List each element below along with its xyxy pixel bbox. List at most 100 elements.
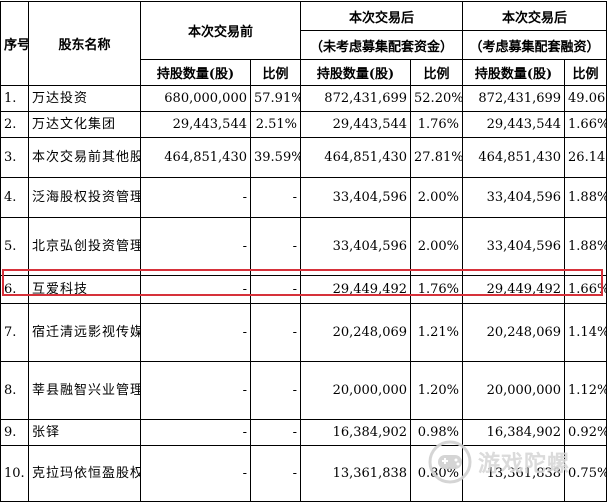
row-after1-ratio: 0.98% — [410, 419, 464, 446]
row-seq: 10. — [0, 445, 29, 502]
row-after1-ratio: 52.20% — [410, 85, 464, 112]
header-after2-sub: （考虑募集配套融资） — [462, 30, 608, 60]
row-after1-shares: 16,384,902 — [300, 419, 412, 446]
header-seq: 序号 — [0, 1, 29, 86]
table-row: 3. 本次交易前其他股东 464,851,430 39.59% 464,851,… — [0, 137, 608, 178]
row-name: 北京弘创投资管理中心（有限合伙） — [28, 217, 141, 276]
header-after2-shares: 持股数量(股) — [462, 59, 566, 86]
row-after2-shares: 464,851,430 — [462, 137, 566, 178]
row-before-shares: - — [140, 275, 251, 304]
row-before-ratio: 2.51% — [249, 111, 302, 138]
row-after2-shares: 33,404,596 — [462, 217, 566, 276]
row-after1-ratio: 1.21% — [410, 303, 464, 362]
row-before-ratio: - — [249, 177, 302, 218]
table-row: 4. 泛海股权投资管理有限公司 - - 33,404,596 2.00% 33,… — [0, 177, 608, 218]
row-name: 张铎 — [28, 419, 141, 446]
row-after2-shares: 16,384,902 — [462, 419, 566, 446]
table-row-highlighted: 6. 互爱科技 - - 29,449,492 1.76% 29,449,492 … — [0, 275, 608, 304]
row-after2-ratio: 49.06% — [564, 85, 608, 112]
watermark-text: 游戏陀螺 — [478, 452, 571, 477]
row-name: 克拉玛依恒盈股权投资有限合伙企业 — [28, 445, 141, 502]
row-before-ratio: - — [249, 303, 302, 362]
row-seq: 3. — [0, 137, 29, 178]
row-seq: 8. — [0, 361, 29, 420]
row-after2-shares: 20,000,000 — [462, 361, 566, 420]
row-before-ratio: - — [249, 217, 302, 276]
row-after2-ratio: 1.66% — [564, 111, 608, 138]
header-after1-ratio: 比例 — [410, 59, 464, 86]
row-after2-ratio: 1.66% — [564, 275, 608, 304]
row-name: 本次交易前其他股东 — [28, 137, 141, 178]
row-seq: 9. — [0, 419, 29, 446]
table-row: 5. 北京弘创投资管理中心（有限合伙） - - 33,404,596 2.00%… — [0, 217, 608, 276]
header-after1-sub: （未考虑募集配套资金） — [300, 30, 464, 60]
row-before-shares: 680,000,000 — [140, 85, 251, 112]
row-before-ratio: - — [249, 361, 302, 420]
row-seq: 4. — [0, 177, 29, 218]
header-before: 本次交易前 — [139, 1, 302, 60]
gamepad-logo-icon — [428, 440, 472, 484]
row-seq: 6. — [0, 275, 29, 304]
row-name: 万达文化集团 — [28, 111, 141, 138]
table-row: 8. 莘县融智兴业管理咨询中心（有限合伙） - - 20,000,000 1.2… — [0, 361, 608, 420]
row-after2-shares: 33,404,596 — [462, 177, 566, 218]
row-name: 宿迁清远影视传媒合伙企业（有限合伙） — [28, 303, 141, 362]
row-after1-shares: 33,404,596 — [300, 217, 412, 276]
header-after1-shares: 持股数量(股) — [300, 59, 412, 86]
header-after2-ratio: 比例 — [564, 59, 608, 86]
row-after2-ratio: 1.12% — [564, 361, 608, 420]
row-after1-ratio: 2.00% — [410, 217, 464, 276]
row-after1-shares: 29,449,492 — [300, 275, 412, 304]
row-seq: 1. — [0, 85, 29, 112]
row-seq: 7. — [0, 303, 29, 362]
row-after1-ratio: 2.00% — [410, 177, 464, 218]
row-after1-shares: 13,361,838 — [300, 445, 412, 502]
row-before-ratio: - — [249, 275, 302, 304]
row-after1-shares: 20,000,000 — [300, 361, 412, 420]
row-name: 万达投资 — [28, 85, 141, 112]
row-before-shares: - — [140, 361, 251, 420]
row-after1-shares: 872,431,699 — [300, 85, 412, 112]
row-before-shares: - — [140, 419, 251, 446]
row-before-shares: - — [140, 177, 251, 218]
row-after1-ratio: 1.76% — [410, 111, 464, 138]
row-before-shares: - — [140, 445, 251, 502]
table-row: 7. 宿迁清远影视传媒合伙企业（有限合伙） - - 20,248,069 1.2… — [0, 303, 608, 362]
row-after2-ratio: 1.88% — [564, 177, 608, 218]
watermark: 游戏陀螺 — [428, 437, 604, 487]
row-after1-shares: 464,851,430 — [300, 137, 412, 178]
row-after2-shares: 20,248,069 — [462, 303, 566, 362]
row-after2-shares: 872,431,699 — [462, 85, 566, 112]
row-after2-ratio: 1.88% — [564, 217, 608, 276]
row-before-shares: - — [140, 303, 251, 362]
row-after1-shares: 33,404,596 — [300, 177, 412, 218]
header-name: 股东名称 — [28, 1, 141, 86]
row-name: 莘县融智兴业管理咨询中心（有限合伙） — [28, 361, 141, 420]
row-after2-ratio: 26.14% — [564, 137, 608, 178]
row-before-shares: - — [140, 217, 251, 276]
row-after2-shares: 29,443,544 — [462, 111, 566, 138]
row-after1-ratio: 27.81% — [410, 137, 464, 178]
row-name: 泛海股权投资管理有限公司 — [28, 177, 141, 218]
header-after1: 本次交易后 — [300, 1, 464, 31]
row-before-ratio: 39.59% — [249, 137, 302, 178]
row-before-ratio: - — [249, 445, 302, 502]
table-row: 9. 张铎 - - 16,384,902 0.98% 16,384,902 0.… — [0, 419, 608, 446]
row-before-ratio: - — [249, 419, 302, 446]
row-before-ratio: 57.91% — [249, 85, 302, 112]
row-after2-ratio: 1.14% — [564, 303, 608, 362]
row-after1-ratio: 1.20% — [410, 361, 464, 420]
row-before-shares: 29,443,544 — [140, 111, 251, 138]
table-row: 1. 万达投资 680,000,000 57.91% 872,431,699 5… — [0, 85, 608, 112]
row-after1-ratio: 1.76% — [410, 275, 464, 304]
row-seq: 5. — [0, 217, 29, 276]
row-after1-shares: 20,248,069 — [300, 303, 412, 362]
row-after2-ratio: 0.92% — [564, 419, 608, 446]
header-after2: 本次交易后 — [462, 1, 608, 31]
row-seq: 2. — [0, 111, 29, 138]
row-before-shares: 464,851,430 — [140, 137, 251, 178]
row-after1-shares: 29,443,544 — [300, 111, 412, 138]
header-before-ratio: 比例 — [249, 59, 302, 86]
row-name: 互爱科技 — [28, 275, 141, 304]
